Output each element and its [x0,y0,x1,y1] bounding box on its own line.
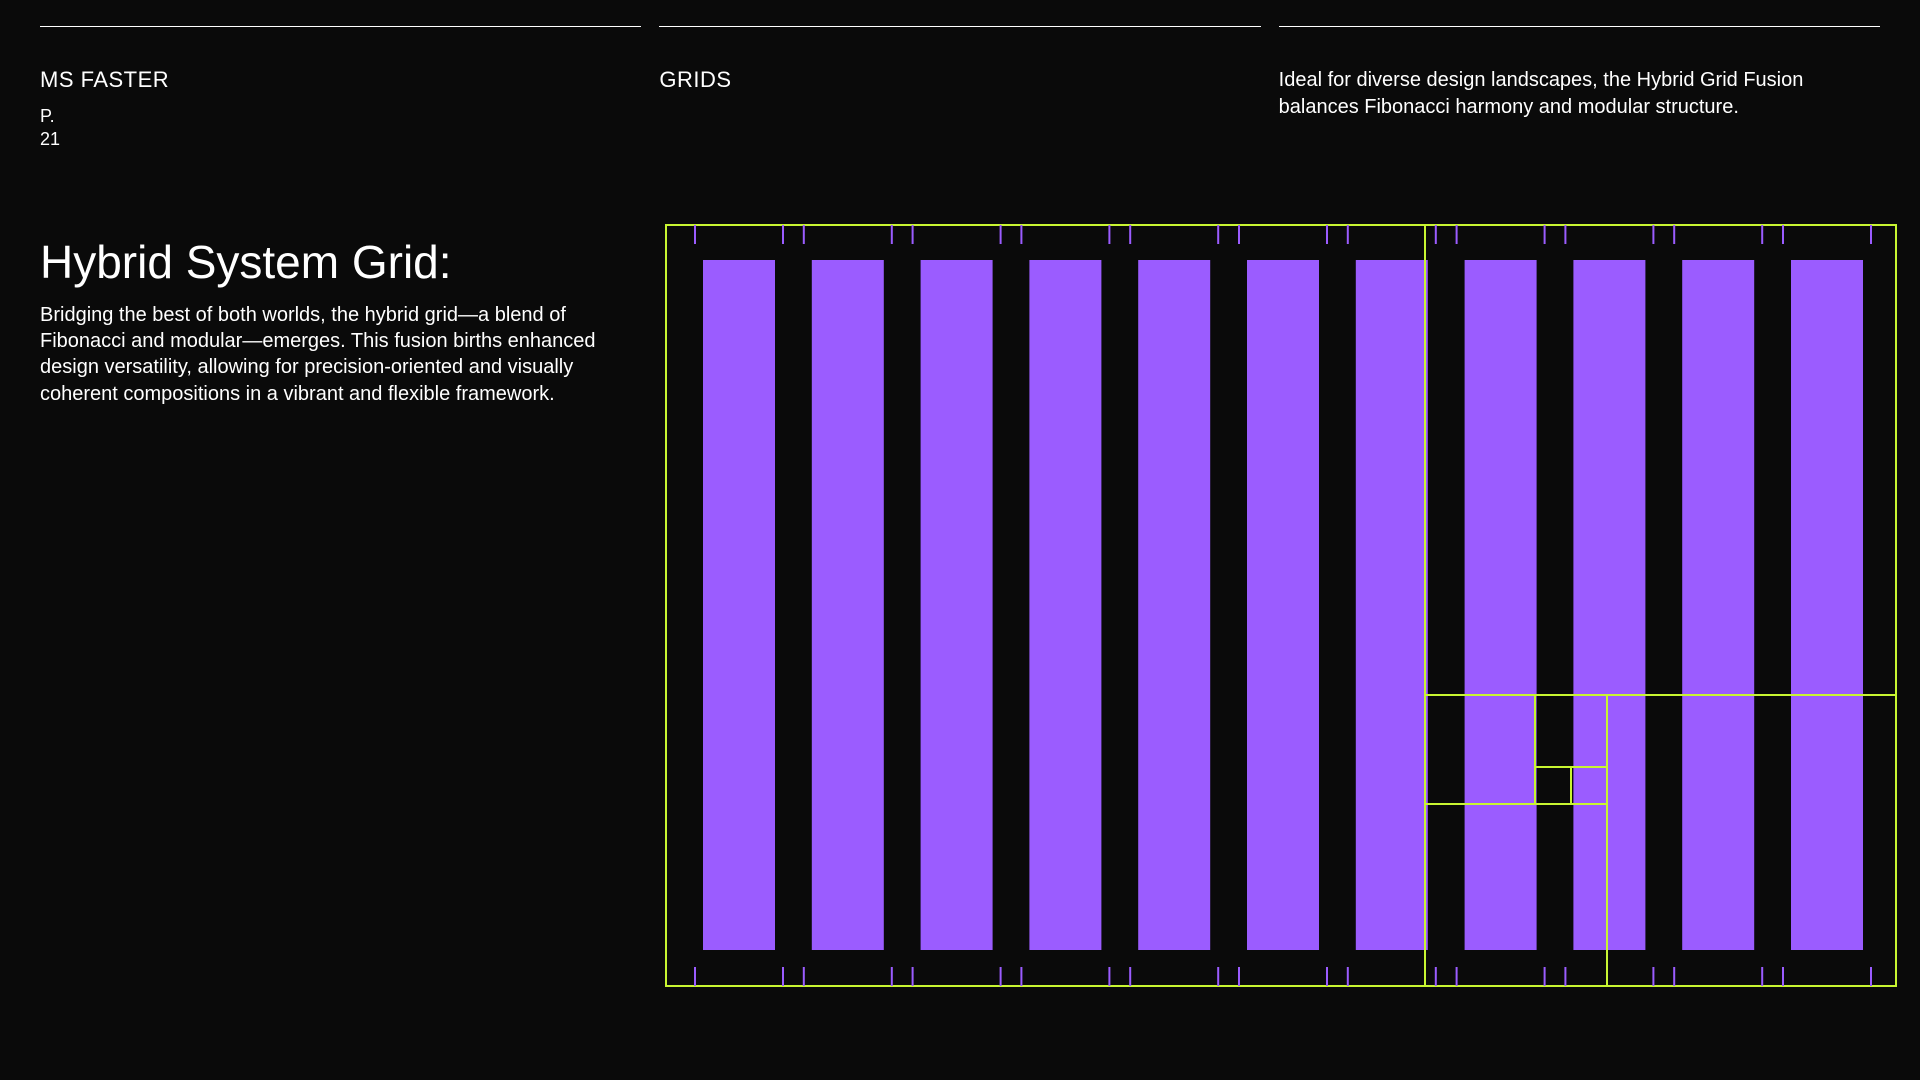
body-text: Bridging the best of both worlds, the hy… [40,302,610,408]
column-bar [1138,260,1210,950]
content-block: Hybrid System Grid: Bridging the best of… [40,237,610,407]
hybrid-grid-figure [665,224,1897,987]
brand-label: MS FASTER [40,67,641,93]
column-bar [1682,260,1754,950]
modular-columns [703,260,1863,950]
column-bar [1573,260,1645,950]
page-num: 21 [40,129,60,149]
column-bar [812,260,884,950]
page-title: Hybrid System Grid: [40,237,610,288]
tagline: Ideal for diverse design landscapes, the… [1279,67,1879,121]
column-bar [921,260,993,950]
column-bar [1465,260,1537,950]
column-bar [1356,260,1428,950]
column-bar [1029,260,1101,950]
header: MS FASTER P. 21 GRIDS Ideal for diverse … [40,26,1880,150]
header-center: GRIDS [659,26,1260,150]
header-left: MS FASTER P. 21 [40,26,641,150]
section-label: GRIDS [659,67,1260,93]
header-right: Ideal for diverse design landscapes, the… [1279,26,1880,150]
column-bar [1247,260,1319,950]
page-prefix: P. [40,106,55,126]
column-bar [703,260,775,950]
column-bar [1791,260,1863,950]
page-number: P. 21 [40,105,641,150]
